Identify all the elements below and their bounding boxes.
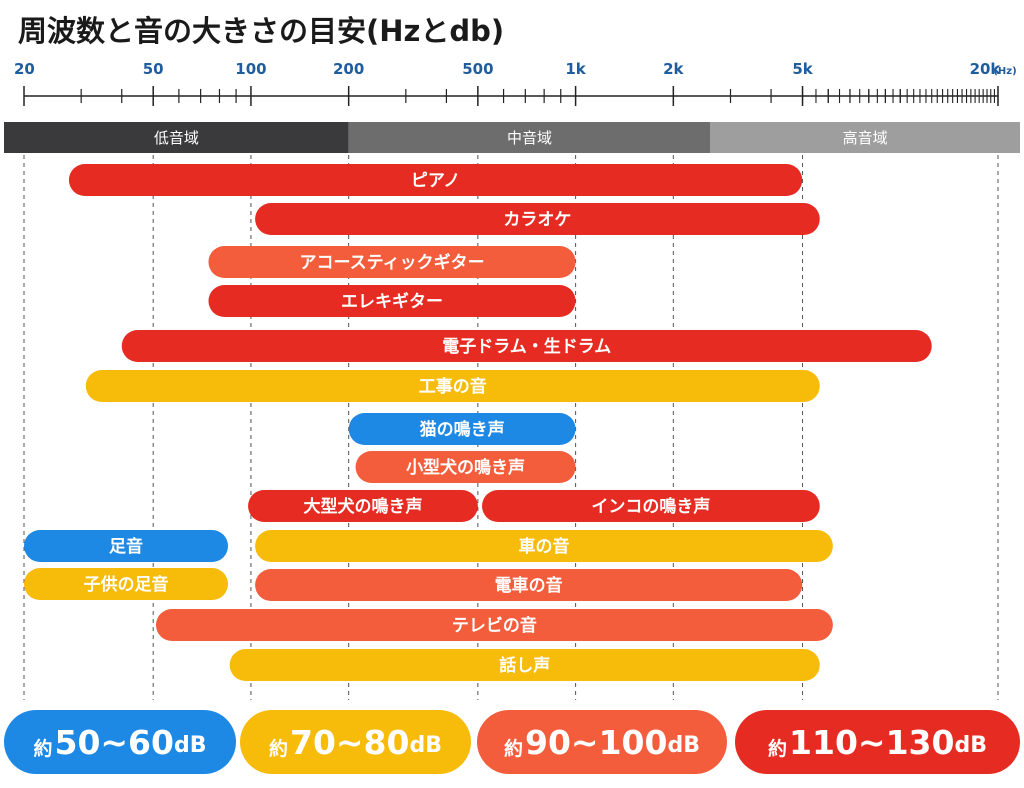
bar-shape: [24, 568, 229, 600]
bar-shape: [85, 370, 820, 402]
axis-unit-label: (Hz): [993, 66, 1016, 77]
tick-label-2k: 2k: [663, 60, 684, 78]
bar-エレキギター: エレキギター: [208, 285, 576, 317]
bar-shape: [248, 490, 478, 522]
tick-label-20k: 20k: [970, 60, 1002, 78]
bar-label: インコの鳴き声: [591, 496, 710, 517]
bar-shape: [155, 609, 833, 641]
legend-unit: dB: [173, 732, 207, 758]
legend-prefix: 約: [768, 737, 788, 760]
bar-電車の音: 電車の音: [255, 569, 803, 601]
bar-label: エレキギター: [341, 292, 443, 312]
bar-足音: 足音: [24, 530, 229, 562]
legend-value: 70~80: [289, 722, 410, 762]
bar-label: ピアノ: [411, 171, 460, 191]
bar-小型犬の鳴き声: 小型犬の鳴き声: [355, 451, 576, 483]
bar-label: 車の音: [518, 536, 569, 557]
bar-大型犬の鳴き声: 大型犬の鳴き声: [248, 490, 478, 522]
bar-label: テレビの音: [452, 615, 537, 636]
bar-shape: [255, 203, 820, 235]
band-低音域: [4, 122, 349, 153]
bar-shape: [482, 490, 820, 522]
legend-item-3: 約 90~100 dB: [477, 710, 727, 774]
tick-label-5k: 5k: [792, 60, 813, 78]
tick-label-1k: 1k: [565, 60, 586, 78]
legend-item-4: 約 110~130 dB: [735, 710, 1020, 774]
bar-label: 子供の足音: [84, 574, 169, 595]
bar-電子ドラム・生ドラム: 電子ドラム・生ドラム: [121, 330, 932, 362]
bar-shape: [208, 285, 576, 317]
band-中音域: [348, 122, 711, 153]
legend-unit: dB: [409, 732, 443, 758]
bar-label: 工事の音: [419, 376, 487, 397]
bar-shape: [255, 569, 803, 601]
bar-shape: [121, 330, 932, 362]
legend-value: 110~130: [789, 722, 955, 762]
bar-ピアノ: ピアノ: [68, 164, 803, 196]
bar-車の音: 車の音: [255, 530, 833, 562]
bar-shape: [255, 530, 833, 562]
bar-shape: [229, 649, 820, 681]
tick-label-200: 200: [333, 60, 364, 78]
bar-猫の鳴き声: 猫の鳴き声: [348, 413, 576, 445]
bar-label: 電子ドラム・生ドラム: [442, 336, 611, 357]
bar-shape: [68, 164, 803, 196]
tick-label-20: 20: [14, 60, 35, 78]
bar-カラオケ: カラオケ: [255, 203, 820, 235]
legend-value: 50~60: [54, 722, 174, 762]
bar-テレビの音: テレビの音: [155, 609, 833, 641]
band-label: 高音域: [843, 129, 888, 147]
band-label: 低音域: [154, 129, 199, 147]
bar-インコの鳴き声: インコの鳴き声: [482, 490, 820, 522]
chart-title: 周波数と音の大きさの目安(Hzとdb): [18, 14, 505, 48]
band-label: 中音域: [507, 129, 552, 147]
bar-label: 話し声: [499, 655, 550, 676]
bar-label: 電車の音: [495, 575, 563, 596]
bar-工事の音: 工事の音: [85, 370, 820, 402]
bar-label: カラオケ: [503, 210, 571, 230]
bar-アコースティックギター: アコースティックギター: [208, 246, 576, 278]
tick-label-100: 100: [235, 60, 266, 78]
bar-話し声: 話し声: [229, 649, 820, 681]
legend-prefix: 約: [268, 737, 288, 760]
legend-prefix: 約: [33, 737, 53, 760]
band-高音域: [710, 122, 1020, 153]
bar-label: 足音: [109, 536, 143, 557]
bar-label: 大型犬の鳴き声: [303, 496, 422, 517]
legend-unit: dB: [667, 732, 700, 758]
legend-value: 90~100: [525, 722, 668, 762]
bar-shape: [208, 246, 576, 278]
bar-shape: [24, 530, 229, 562]
bar-label: アコースティックギター: [299, 253, 484, 273]
bar-label: 猫の鳴き声: [420, 419, 505, 440]
legend-item-2: 約 70~80 dB: [240, 710, 471, 774]
bar-shape: [348, 413, 576, 445]
tick-label-500: 500: [462, 60, 493, 78]
legend-unit: dB: [954, 732, 987, 758]
frequency-chart: 20 50 100 200 500 1k 2k 5k 20k(Hz) 低音域 中音域 高音域 ピアノ…: [4, 60, 1020, 700]
tick-label-50: 50: [143, 60, 164, 78]
bar-label: 小型犬の鳴き声: [406, 457, 525, 478]
legend-prefix: 約: [503, 737, 523, 760]
bar-shape: [355, 451, 576, 483]
legend-item-1: 約 50~60 dB: [4, 710, 236, 774]
bar-子供の足音: 子供の足音: [24, 568, 229, 600]
